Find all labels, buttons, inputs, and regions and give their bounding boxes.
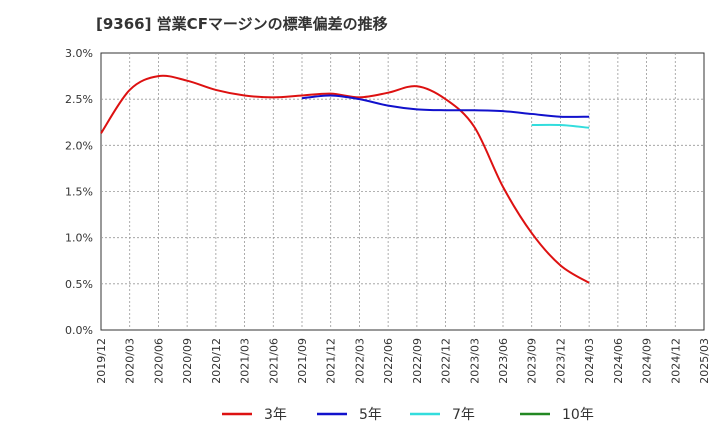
- x-tick-label: 2024/06: [612, 338, 625, 384]
- y-tick-label: 1.5%: [65, 186, 93, 199]
- x-tick-label: 2024/03: [583, 338, 596, 384]
- x-tick-label: 2024/12: [669, 338, 682, 384]
- x-tick-label: 2023/06: [497, 338, 510, 384]
- x-tick-label: 2020/03: [124, 338, 137, 384]
- y-tick-label: 3.0%: [65, 47, 93, 60]
- x-tick-label: 2023/09: [526, 338, 539, 384]
- x-tick-label: 2021/06: [267, 338, 280, 384]
- x-tick-label: 2019/12: [95, 338, 108, 384]
- series-line-2: [531, 123, 590, 129]
- y-tick-label: 1.0%: [65, 232, 93, 245]
- x-tick-label: 2020/12: [210, 338, 223, 384]
- x-tick-label: 2021/09: [296, 338, 309, 384]
- x-tick-label: 2020/09: [181, 338, 194, 384]
- series-line-0: [100, 74, 590, 284]
- x-tick-label: 2022/06: [382, 338, 395, 384]
- y-tick-label: 2.5%: [65, 93, 93, 106]
- x-tick-label: 2021/03: [239, 338, 252, 384]
- x-tick-label: 2023/12: [554, 338, 567, 384]
- y-tick-label: 2.0%: [65, 139, 93, 152]
- x-tick-label: 2021/12: [325, 338, 338, 384]
- x-tick-label: 2022/12: [440, 338, 453, 384]
- y-tick-label: 0.0%: [65, 324, 93, 337]
- chart-title: [9366] 営業CFマージンの標準偏差の推移: [96, 15, 388, 33]
- legend-label-3: 10年: [562, 407, 594, 423]
- series-line-1: [301, 94, 590, 118]
- legend-label-1: 5年: [359, 407, 382, 423]
- x-tick-label: 2025/03: [698, 338, 711, 384]
- x-tick-label: 2022/09: [411, 338, 424, 384]
- y-tick-label: 0.5%: [65, 278, 93, 291]
- x-tick-label: 2023/03: [468, 338, 481, 384]
- x-tick-label: 2024/09: [641, 338, 654, 384]
- x-tick-label: 2020/06: [152, 338, 165, 384]
- legend-label-2: 7年: [452, 407, 475, 423]
- legend-label-0: 3年: [264, 407, 287, 423]
- x-tick-label: 2022/03: [353, 338, 366, 384]
